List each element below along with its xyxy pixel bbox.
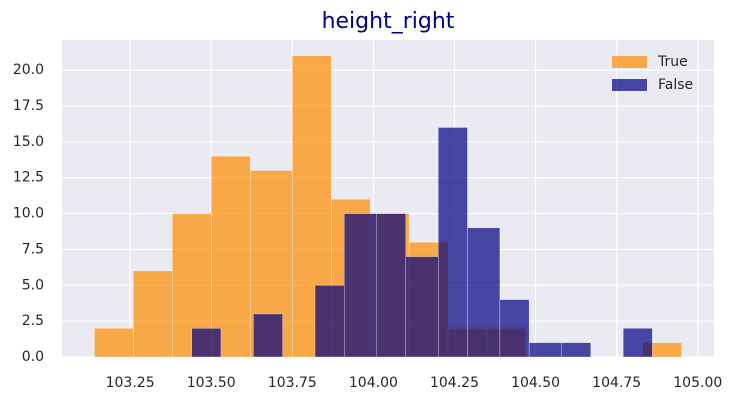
y-tick-label: 15.0 (13, 134, 44, 150)
chart-title: height_right (322, 9, 455, 34)
y-tick-label: 0.0 (22, 349, 44, 365)
bar (253, 313, 283, 358)
y-tick-label: 10.0 (13, 206, 44, 222)
x-tick-label: 103.75 (268, 375, 317, 391)
x-tick-label: 105.00 (673, 375, 722, 391)
x-tick-label: 104.25 (430, 375, 479, 391)
bar (561, 342, 591, 358)
y-tick-label: 12.5 (13, 170, 44, 186)
bar (376, 213, 406, 358)
bar (438, 127, 468, 358)
x-tick-label: 104.50 (511, 375, 560, 391)
bar (314, 285, 345, 358)
legend-swatch (612, 79, 647, 91)
bar (528, 342, 562, 358)
bar (94, 328, 134, 358)
y-tick-label: 5.0 (22, 277, 44, 293)
legend-label: False (658, 77, 693, 93)
bar (344, 213, 377, 358)
legend-swatch (612, 56, 647, 68)
legend-label: True (657, 54, 688, 70)
x-tick-label: 104.00 (349, 375, 398, 391)
x-tick-label: 104.75 (592, 375, 641, 391)
bar (467, 227, 501, 358)
bar (191, 328, 222, 358)
y-tick-label: 17.5 (13, 98, 44, 114)
y-tick-label: 7.5 (22, 241, 44, 257)
bar (499, 299, 530, 358)
x-tick-label: 103.50 (187, 375, 236, 391)
y-tick-label: 2.5 (22, 313, 44, 329)
bar (405, 256, 439, 358)
bar (211, 156, 251, 358)
y-tick-label: 20.0 (13, 62, 44, 78)
bar (133, 270, 173, 358)
x-tick-label: 103.25 (106, 375, 155, 391)
bar (623, 328, 653, 358)
